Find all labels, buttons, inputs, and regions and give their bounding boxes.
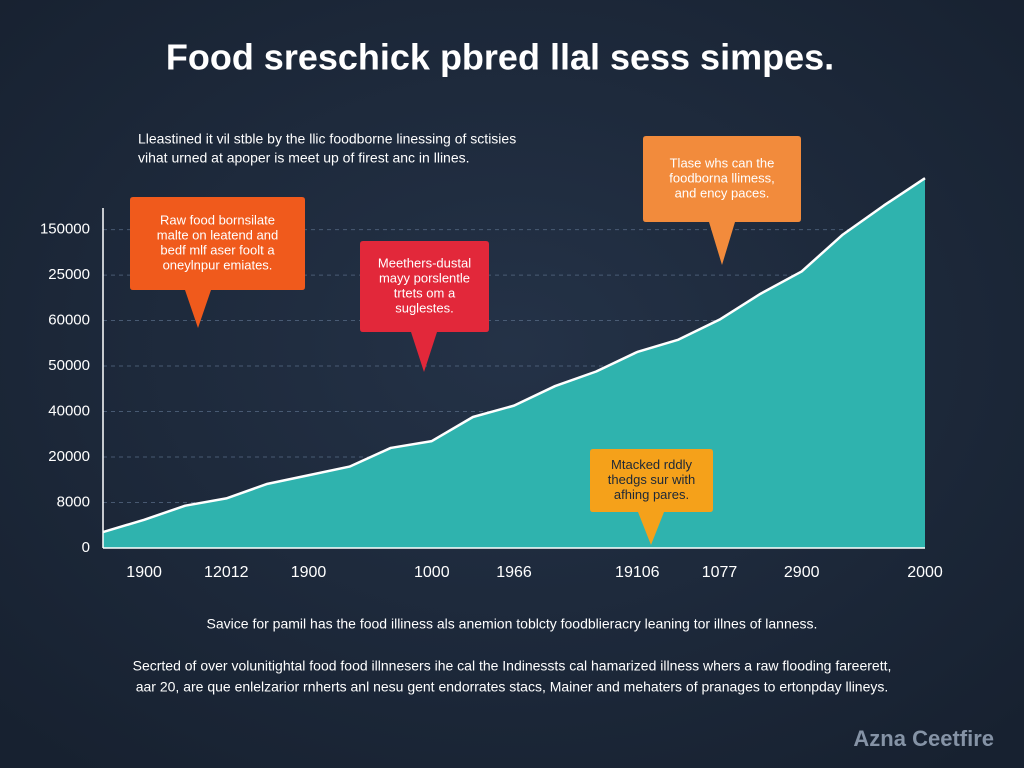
- subtitle: Lleastined it vil stble by the llic food…: [138, 131, 516, 147]
- y-tick-label: 150000: [40, 221, 90, 238]
- footer-text: Secrted of over volunitightal food food …: [133, 658, 892, 674]
- callout-text: afhing pares.: [614, 487, 689, 502]
- watermark: Azna Ceetfire: [853, 726, 994, 751]
- y-tick-label: 0: [82, 539, 90, 556]
- y-tick-label: 40000: [48, 403, 90, 420]
- x-tick-label: 1000: [414, 564, 450, 581]
- callout-box: [643, 136, 801, 265]
- x-tick-label: 1966: [496, 564, 532, 581]
- callout-box: [590, 449, 713, 545]
- footer-text: Savice for pamil has the food illiness a…: [207, 616, 818, 632]
- area: [103, 178, 925, 548]
- footer-text: aar 20, are que enlelzarior rnherts anl …: [136, 679, 889, 695]
- line: [102, 177, 926, 534]
- x-tick-label: 19106: [615, 564, 660, 581]
- callout-text: thedgs sur with: [608, 472, 695, 487]
- callout-text: Meethers-dustal: [378, 255, 471, 270]
- x-tick-label: 1077: [702, 564, 738, 581]
- callout-text: and ency paces.: [675, 185, 770, 200]
- subtitle: vihat urned at apoper is meet up of fire…: [138, 150, 470, 166]
- y-tick-label: 8000: [57, 493, 90, 510]
- callout-text: Tlase whs can the: [670, 155, 775, 170]
- y-tick-label: 25000: [48, 266, 90, 283]
- y-tick-label: 50000: [48, 357, 90, 374]
- callout-text: bedf mlf aser foolt a: [160, 242, 275, 257]
- x-tick-label: 1900: [291, 564, 327, 581]
- callout-text: Mtacked rddly: [611, 457, 692, 472]
- callout-text: mayy porslentle: [379, 270, 470, 285]
- x-tick-label: 2000: [907, 564, 943, 581]
- callout-text: suglestes.: [395, 300, 454, 315]
- callout-text: malte on leatend and: [157, 227, 278, 242]
- y-tick-label: 20000: [48, 448, 90, 465]
- callout-box: [130, 197, 305, 328]
- callout-text: trtets om a: [394, 285, 456, 300]
- chart-title: Food sreschick pbred llal sess simpes.: [166, 37, 834, 78]
- callout-text: foodborna llimess,: [669, 170, 775, 185]
- x-tick-label: 12012: [204, 564, 249, 581]
- callout-text: oneylnpur emiates.: [163, 257, 273, 272]
- x-tick-label: 2900: [784, 564, 820, 581]
- x-tick-label: 1900: [126, 564, 162, 581]
- callout-box: [360, 241, 489, 372]
- callout-text: Raw food bornsilate: [160, 212, 275, 227]
- y-tick-label: 60000: [48, 312, 90, 329]
